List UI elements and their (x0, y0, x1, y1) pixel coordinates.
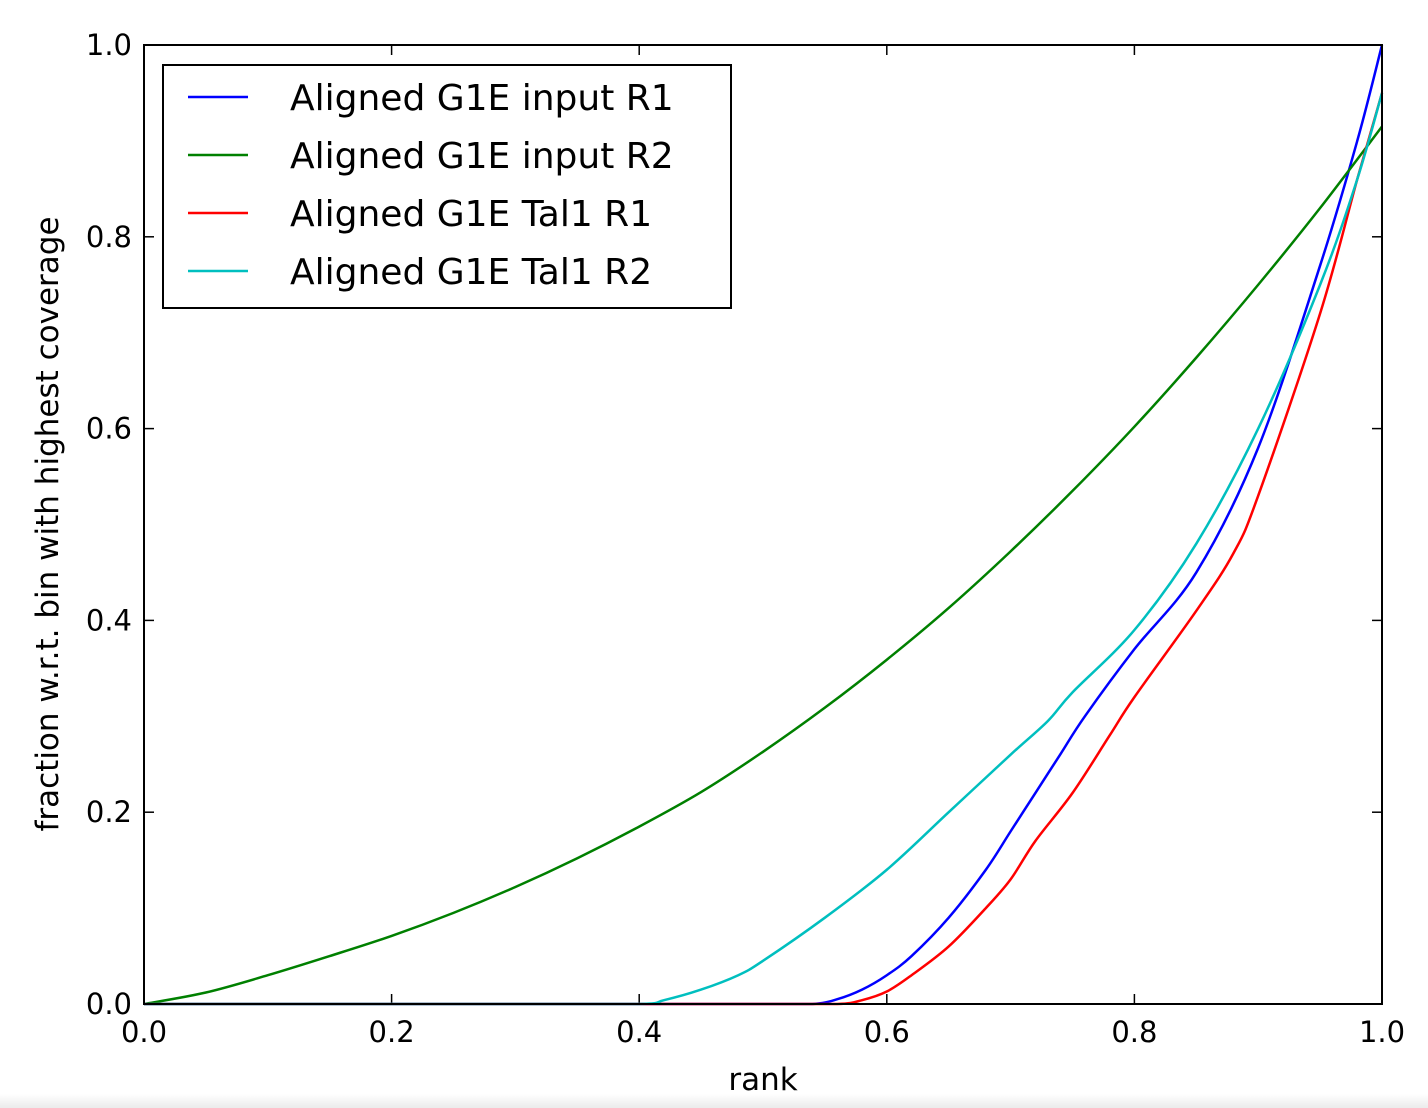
y-tick-label: 0.6 (86, 412, 132, 446)
x-tick-label: 1.0 (1359, 1015, 1405, 1049)
y-axis-label: fraction w.r.t. bin with highest coverag… (30, 216, 66, 831)
legend: Aligned G1E input R1 Aligned G1E input R2… (162, 64, 732, 309)
x-axis-label: rank (728, 1062, 797, 1098)
x-tick-labels: 0.0 0.2 0.4 0.6 0.8 1.0 (121, 1015, 1405, 1049)
window-bottom-shadow (0, 1094, 1428, 1108)
legend-box (162, 64, 732, 309)
y-tick-label: 0.2 (86, 795, 132, 829)
y-tick-labels: 0.0 0.2 0.4 0.6 0.8 1.0 (86, 28, 132, 1021)
legend-label-1: Aligned G1E input R1 (290, 78, 674, 119)
legend-label-2: Aligned G1E input R2 (290, 136, 674, 177)
legend-label-3: Aligned G1E Tal1 R1 (290, 194, 652, 235)
x-tick-label: 0.4 (616, 1015, 662, 1049)
legend-label-4: Aligned G1E Tal1 R2 (290, 252, 652, 293)
x-tick-label: 0.2 (369, 1015, 415, 1049)
x-tick-label: 0.8 (1111, 1015, 1157, 1049)
plot-area-frame (143, 44, 1383, 1005)
y-tick-label: 0.0 (86, 987, 132, 1021)
legend-entries: Aligned G1E input R1 Aligned G1E input R2… (188, 78, 674, 293)
y-tick-label: 0.8 (86, 220, 132, 254)
x-tick-label: 0.0 (121, 1015, 167, 1049)
x-tick-label: 0.6 (864, 1015, 910, 1049)
series-line-2 (143, 125, 1383, 1006)
y-tick-label: 1.0 (86, 28, 132, 62)
y-tick-label: 0.4 (86, 603, 132, 637)
